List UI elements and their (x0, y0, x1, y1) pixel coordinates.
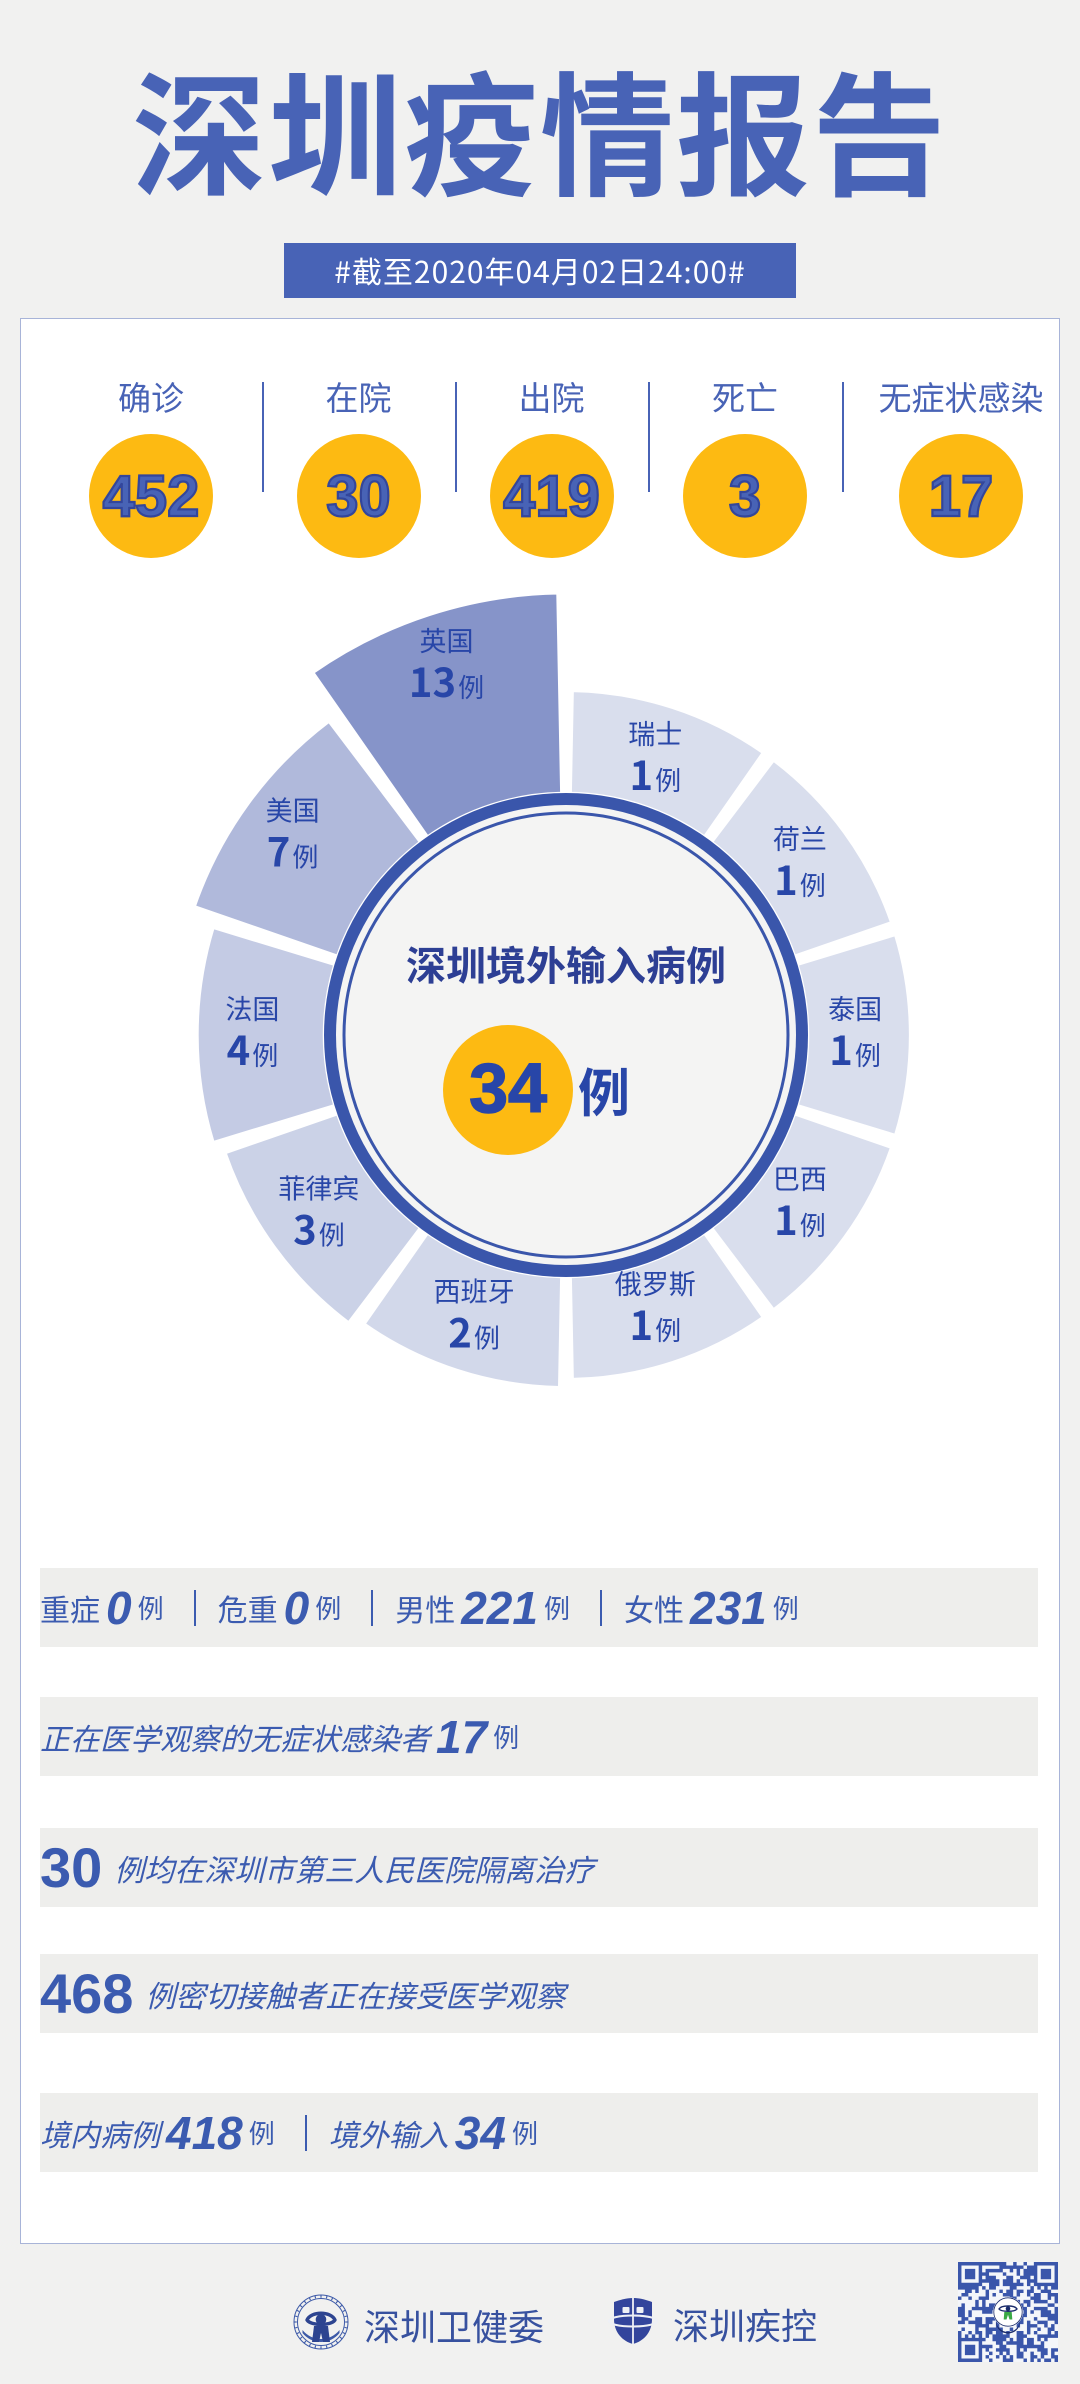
svg-text:菲律宾: 菲律宾 (278, 1168, 359, 1207)
svg-text:西班牙: 西班牙 (434, 1271, 515, 1310)
svg-text:例: 例 (578, 1052, 630, 1127)
svg-text:深圳境外输入病例: 深圳境外输入病例 (406, 934, 726, 992)
svg-text:俄罗斯: 俄罗斯 (615, 1263, 696, 1302)
svg-text:34: 34 (469, 1049, 547, 1127)
